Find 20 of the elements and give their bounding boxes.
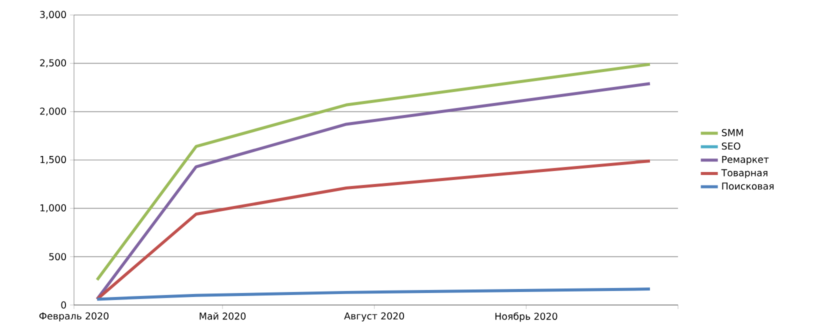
y-tick-label: 1,500 — [40, 156, 66, 164]
y-tick-label: 3,000 — [40, 10, 66, 20]
y-tick-label: 2,500 — [40, 59, 66, 68]
legend-label: Поисковая — [722, 182, 774, 190]
legend-label: Ремаркет — [722, 156, 769, 165]
line-series — [96, 159, 652, 301]
y-tick-label: 500 — [49, 253, 66, 260]
line-series — [96, 288, 652, 301]
x-tick-label: Май 2020 — [200, 312, 246, 320]
x-tick-label: Ноябрь 2020 — [495, 312, 558, 322]
x-tick-label: Февраль 2020 — [39, 312, 109, 322]
line-series — [96, 82, 652, 301]
y-tick-label: 2,000 — [40, 108, 66, 116]
y-tick-label: 1,000 — [40, 204, 66, 212]
legend-label: SEO — [722, 142, 740, 150]
legend-label: SMM — [722, 129, 743, 136]
line-series — [96, 62, 652, 282]
y-tick-label: 0 — [61, 301, 66, 309]
legend-label: Товарная — [721, 169, 768, 178]
x-tick-label: Август 2020 — [344, 312, 404, 322]
